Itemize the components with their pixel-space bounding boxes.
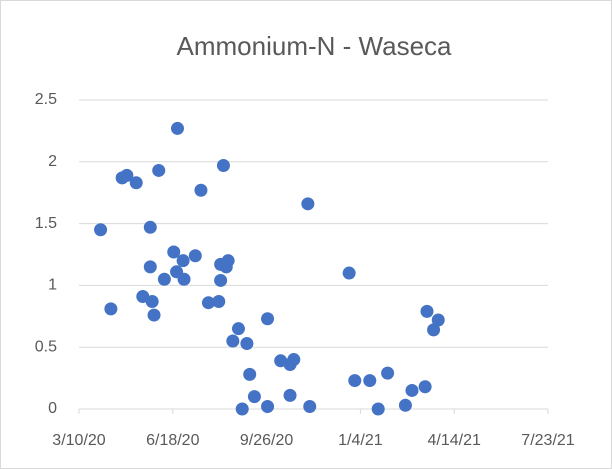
y-tick-label: 0.5 bbox=[35, 338, 57, 355]
point bbox=[283, 388, 297, 402]
point bbox=[363, 374, 377, 388]
point bbox=[348, 374, 362, 388]
chart-title: Ammonium-N - Waseca bbox=[177, 31, 453, 61]
point bbox=[104, 302, 118, 316]
point bbox=[303, 400, 317, 414]
point bbox=[216, 159, 230, 173]
point bbox=[226, 334, 240, 348]
point bbox=[129, 176, 143, 190]
point bbox=[243, 367, 257, 381]
point bbox=[235, 402, 249, 416]
point bbox=[301, 197, 315, 211]
point bbox=[167, 245, 181, 259]
point bbox=[188, 249, 202, 263]
point bbox=[212, 294, 226, 308]
x-tick-label: 7/23/21 bbox=[521, 432, 574, 449]
point bbox=[342, 266, 356, 280]
point bbox=[176, 254, 190, 268]
point bbox=[221, 254, 235, 268]
point bbox=[214, 273, 228, 287]
point bbox=[240, 336, 254, 350]
x-tick-label: 9/26/20 bbox=[240, 432, 293, 449]
point bbox=[177, 272, 191, 286]
y-tick-label: 2 bbox=[48, 153, 57, 170]
point bbox=[201, 296, 215, 310]
y-tick-label: 2.5 bbox=[35, 91, 57, 108]
x-tick-label: 1/4/21 bbox=[338, 432, 383, 449]
point bbox=[381, 366, 395, 380]
x-tick-label: 6/18/20 bbox=[146, 432, 199, 449]
y-tick-label: 0 bbox=[48, 400, 57, 417]
point bbox=[247, 390, 261, 404]
point bbox=[261, 400, 275, 414]
point bbox=[94, 223, 108, 237]
point bbox=[371, 402, 385, 416]
point bbox=[143, 220, 157, 234]
point bbox=[147, 308, 161, 322]
point bbox=[261, 312, 275, 326]
point bbox=[405, 383, 419, 397]
point bbox=[143, 260, 157, 274]
x-tick-label: 4/14/21 bbox=[428, 432, 481, 449]
point bbox=[398, 398, 412, 412]
point bbox=[170, 121, 184, 135]
point bbox=[231, 322, 245, 336]
y-tick-label: 1 bbox=[48, 277, 57, 294]
point bbox=[145, 294, 159, 308]
point bbox=[152, 163, 166, 177]
point bbox=[418, 380, 432, 394]
point bbox=[420, 304, 434, 318]
y-tick-label: 1.5 bbox=[35, 215, 57, 232]
point bbox=[427, 323, 441, 337]
point bbox=[431, 313, 445, 327]
point bbox=[120, 168, 134, 182]
point bbox=[194, 183, 208, 197]
point bbox=[287, 353, 301, 367]
point bbox=[157, 272, 171, 286]
x-tick-label: 3/10/20 bbox=[52, 432, 105, 449]
